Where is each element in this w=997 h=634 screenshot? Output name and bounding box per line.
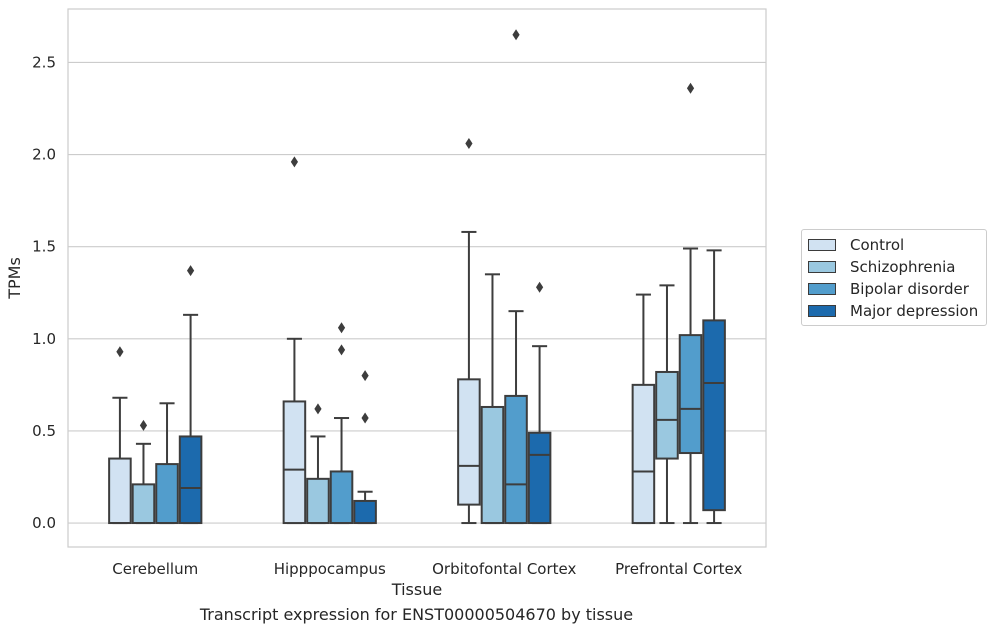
legend-swatch-control [808,239,836,251]
x-tick-label: Orbitofontal Cortex [432,560,576,578]
x-tick-label: Cerebellum [112,560,198,578]
x-tick-label: Prefrontal Cortex [615,560,742,578]
y-tick-labels: 0.0 0.5 1.0 1.5 2.0 2.5 [32,53,56,532]
legend-label-schizophrenia: Schizophrenia [850,258,956,276]
y-tick-label: 0.5 [32,422,56,440]
y-tick-label: 1.0 [32,330,56,348]
box [702,319,726,512]
legend: Control Schizophrenia Bipolar disorder M… [801,229,987,326]
outlier-point [361,370,369,382]
box [306,477,330,525]
legend-item-control: Control [808,235,904,255]
legend-label-control: Control [850,236,905,254]
box-series [108,29,726,525]
outlier-point [186,265,195,277]
box [282,400,307,525]
legend-label-bipolar-disorder: Bipolar disorder [850,280,969,298]
box [678,334,703,455]
box [178,435,203,525]
outlier-point [361,412,369,424]
y-axis-label: TPMs [5,257,24,300]
figure-caption: Transcript expression for ENST0000050467… [199,605,634,624]
box [527,431,552,525]
outlier-point [290,156,299,168]
box [631,383,656,525]
legend-item-schizophrenia: Schizophrenia [808,257,955,277]
box [108,457,132,525]
box [655,370,679,460]
box [155,463,179,525]
y-tick-label: 2.5 [32,53,56,71]
x-axis-label: Tissue [391,580,442,599]
legend-label-major-depression: Major depression [850,302,979,320]
box [131,483,156,525]
outlier-point [337,322,346,334]
legend-swatch-schizophrenia [808,261,836,273]
outlier-point [337,344,346,356]
legend-item-major-depression: Major depression [808,301,978,321]
x-tick-label: Hipppocampus [274,560,386,578]
box [329,470,354,525]
box [504,394,528,525]
box [480,405,505,525]
outlier-point [465,138,473,149]
y-tick-label: 2.0 [32,146,56,164]
y-tick-label: 1.5 [32,238,56,256]
outlier-point [686,82,695,94]
outlier-point [139,419,148,431]
legend-item-bipolar-disorder: Bipolar disorder [808,279,969,299]
outlier-point [512,29,520,41]
outlier-point [116,346,124,358]
legend-swatch-bipolar-disorder [808,283,836,295]
legend-swatch-major-depression [808,305,836,317]
box [353,499,377,525]
box [457,378,481,506]
y-tick-label: 0.0 [32,514,56,532]
outlier-point [314,403,322,415]
x-tick-labels: Cerebellum Hipppocampus Orbitofontal Corte… [112,560,742,578]
outlier-point [535,281,544,293]
